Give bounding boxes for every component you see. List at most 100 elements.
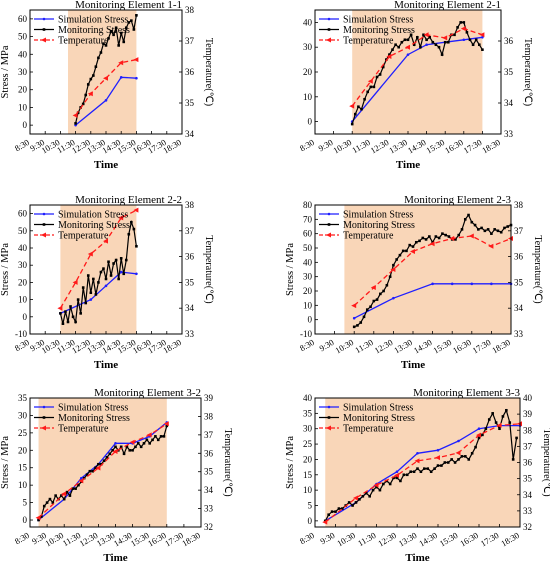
monitoring-point [99,51,103,54]
x-tick-label: 18:30 [180,530,202,548]
monitoring-point [86,83,90,86]
temperature-point [414,458,420,464]
monitoring-point [484,427,488,431]
monitoring-point [159,435,163,438]
y-axis-label: Stress / MPa [285,436,296,489]
legend-marker [42,17,46,21]
monitoring-point [408,243,412,247]
y2-tick-label: 33 [185,329,195,339]
monitoring-point [444,233,447,237]
y2-tick-label: 34 [523,490,533,500]
chart-title: Monitoring Element 2-2 [75,194,182,206]
monitoring-point [364,491,368,495]
monitoring-point [405,473,409,477]
y-tick-label: 30 [303,42,313,52]
monitoring-point [99,270,103,274]
y2-tick-label: 34 [504,98,514,108]
legend-marker [327,223,331,226]
legend-marker [42,28,46,31]
monitoring-point [128,448,132,452]
monitoring-point [124,26,128,30]
monitoring-point [92,277,95,281]
simulation-point [395,470,399,474]
y2-tick-label: 35 [185,277,195,287]
y2-axis-label: Temperature(℃) [203,235,214,303]
temperature-point [112,448,118,454]
monitoring-point [341,507,344,510]
temperature-point [57,305,63,311]
monitoring-point [107,260,110,264]
temperature-point [103,75,108,81]
x-tick-label: 11:30 [353,337,374,355]
monitoring-point [132,28,136,31]
y2-tick-label: 33 [504,129,514,139]
monitoring-point [378,488,382,492]
simulation-point [352,316,356,320]
chart-title: Monitoring Element 3-2 [94,387,201,399]
monitoring-point [361,494,365,498]
monitoring-point [465,31,469,34]
y2-tick-label: 38 [185,200,195,210]
monitoring-point [437,45,441,49]
monitoring-point [457,233,461,237]
monitoring-point [397,45,400,49]
chart-panel-5: 8:30 9:3010:3011:3012:3013:3014:3015:3016… [0,387,233,564]
simulation-point [416,451,419,455]
monitoring-point [411,245,415,248]
y-tick-label: 35 [18,393,28,403]
monitoring-point [114,445,117,449]
temperature-point [423,32,429,38]
y2-tick-label: 34 [514,303,524,313]
temperature-point [455,450,461,456]
legend-label: Temperature [58,231,109,242]
monitoring-point [139,445,143,449]
y2-tick-label: 39 [204,393,214,403]
temperature-point [95,465,101,471]
monitoring-point [66,320,70,324]
chart-title: Monitoring Element 3-3 [413,387,520,399]
y-tick-label: 70 [303,214,313,224]
monitoring-point [366,90,369,94]
temperature-point [72,112,78,118]
monitoring-point [372,85,376,89]
monitoring-point [94,466,97,470]
monitoring-point [69,305,72,308]
monitoring-point [391,48,394,51]
shaded-period [344,205,511,334]
y-tick-label: 20 [303,67,313,77]
monitoring-point [478,43,481,47]
legend-label: Monitoring Stress [58,25,130,36]
monitoring-point [156,438,160,442]
monitoring-point [447,235,451,238]
monitoring-point [117,44,120,47]
legend-label: Temperature [343,36,394,47]
monitoring-point [130,220,133,224]
monitoring-point [99,462,103,466]
y-axis-label: Stress / MPa [285,243,296,296]
monitoring-point [424,238,428,241]
monitoring-point [468,38,472,42]
x-tick-label: 8:30 [298,337,316,353]
monitoring-point [421,236,425,240]
monitoring-point [347,501,351,504]
y-tick-label: 30 [18,260,28,270]
y-tick-label: 20 [18,445,28,455]
y2-tick-label: 32 [523,522,532,532]
y-tick-label: 15 [303,470,313,480]
monitoring-point [97,56,100,60]
monitoring-point [85,473,89,477]
x-tick-label: 18:30 [161,137,183,155]
monitoring-point [132,227,136,231]
legend-label: Simulation Stress [58,210,128,221]
monitoring-point [145,438,149,442]
monitoring-point [59,312,62,315]
temperature-point [351,303,357,309]
y2-axis-label: Temperature(℃) [541,428,550,496]
x-tick-label: 8:30 [298,137,316,153]
monitoring-point [477,436,481,440]
monitoring-point [357,105,360,109]
monitoring-point [94,65,98,68]
monitoring-point [503,226,506,230]
monitoring-point [65,490,69,494]
